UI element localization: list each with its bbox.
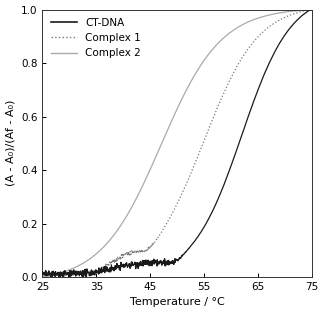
Y-axis label: (A - A₀)/(Af - A₀): (A - A₀)/(Af - A₀) (6, 100, 16, 187)
X-axis label: Temperature / °C: Temperature / °C (130, 297, 225, 307)
Legend: CT-DNA, Complex 1, Complex 2: CT-DNA, Complex 1, Complex 2 (48, 15, 144, 61)
